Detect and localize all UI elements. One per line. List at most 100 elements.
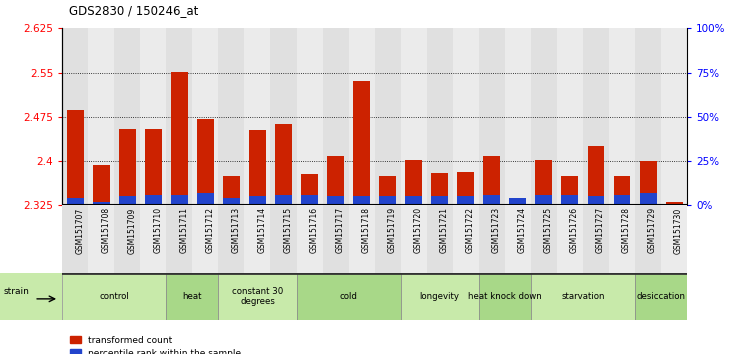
Bar — [479, 28, 505, 205]
Bar — [192, 28, 219, 205]
Bar — [223, 198, 240, 205]
Bar — [140, 205, 167, 273]
Bar — [297, 28, 322, 205]
Bar — [62, 28, 88, 205]
Text: GSM151716: GSM151716 — [309, 207, 319, 253]
Bar — [322, 28, 349, 205]
Bar — [640, 161, 656, 205]
Bar — [62, 205, 88, 273]
Bar — [666, 202, 683, 205]
Text: GSM151711: GSM151711 — [179, 207, 189, 253]
Bar — [270, 205, 297, 273]
Bar — [561, 176, 578, 205]
Bar — [88, 205, 114, 273]
Bar — [197, 119, 214, 205]
Bar — [192, 205, 219, 273]
Bar — [297, 205, 322, 273]
Bar — [531, 273, 635, 320]
Text: GDS2830 / 150246_at: GDS2830 / 150246_at — [69, 4, 199, 17]
Legend: transformed count, percentile rank within the sample: transformed count, percentile rank withi… — [67, 332, 245, 354]
Bar — [535, 160, 553, 205]
Bar — [635, 273, 687, 320]
Text: GSM151724: GSM151724 — [518, 207, 527, 253]
Bar — [353, 196, 370, 205]
Bar — [452, 205, 479, 273]
Bar — [62, 273, 167, 320]
Bar — [531, 205, 557, 273]
Text: GSM151727: GSM151727 — [596, 207, 605, 253]
Bar — [118, 196, 136, 205]
Text: GSM151719: GSM151719 — [387, 207, 397, 253]
Bar — [458, 196, 474, 205]
Bar — [249, 130, 266, 205]
Text: GSM151725: GSM151725 — [544, 207, 553, 253]
Text: GSM151707: GSM151707 — [75, 207, 84, 253]
Bar — [219, 273, 297, 320]
Bar — [145, 129, 162, 205]
Bar — [374, 205, 401, 273]
Bar — [531, 28, 557, 205]
Bar — [322, 205, 349, 273]
Bar — [609, 205, 635, 273]
Bar — [510, 199, 526, 205]
Bar — [640, 193, 656, 205]
Bar — [219, 28, 244, 205]
Text: longevity: longevity — [420, 292, 460, 301]
Bar — [666, 204, 683, 205]
Bar — [401, 205, 427, 273]
Bar — [297, 273, 401, 320]
Bar — [167, 273, 219, 320]
Bar — [167, 205, 192, 273]
Bar — [427, 205, 452, 273]
Bar — [353, 81, 370, 205]
Bar — [301, 195, 318, 205]
Bar — [661, 28, 687, 205]
Text: GSM151708: GSM151708 — [101, 207, 110, 253]
Bar — [635, 28, 661, 205]
Bar — [588, 196, 605, 205]
Text: GSM151713: GSM151713 — [232, 207, 240, 253]
Bar — [401, 28, 427, 205]
Bar — [171, 195, 188, 205]
Bar — [67, 198, 83, 205]
Bar — [427, 28, 452, 205]
Bar — [275, 124, 292, 205]
Text: heat knock down: heat knock down — [468, 292, 542, 301]
Bar — [458, 172, 474, 205]
Text: GSM151728: GSM151728 — [622, 207, 631, 253]
Bar — [583, 205, 609, 273]
Bar — [379, 176, 396, 205]
Text: GSM151709: GSM151709 — [127, 207, 136, 253]
Bar — [557, 205, 583, 273]
Bar — [588, 146, 605, 205]
Bar — [197, 193, 214, 205]
Text: GSM151729: GSM151729 — [648, 207, 657, 253]
Bar — [67, 110, 83, 205]
Bar — [431, 196, 448, 205]
Bar — [327, 156, 344, 205]
Bar — [479, 205, 505, 273]
Bar — [301, 174, 318, 205]
Bar — [349, 28, 374, 205]
Bar — [140, 28, 167, 205]
Bar — [270, 28, 297, 205]
Bar — [275, 195, 292, 205]
Bar — [379, 196, 396, 205]
Text: starvation: starvation — [561, 292, 605, 301]
Bar — [635, 205, 661, 273]
Text: GSM151726: GSM151726 — [570, 207, 579, 253]
Bar — [118, 129, 136, 205]
Bar — [505, 28, 531, 205]
Bar — [535, 195, 553, 205]
Text: GSM151718: GSM151718 — [362, 207, 371, 253]
Bar — [244, 28, 270, 205]
Bar — [505, 205, 531, 273]
Text: GSM151710: GSM151710 — [154, 207, 162, 253]
Bar — [401, 273, 479, 320]
Bar — [219, 205, 244, 273]
Text: GSM151715: GSM151715 — [284, 207, 292, 253]
Bar — [327, 196, 344, 205]
Bar — [613, 176, 631, 205]
Bar — [405, 196, 423, 205]
Bar — [171, 72, 188, 205]
